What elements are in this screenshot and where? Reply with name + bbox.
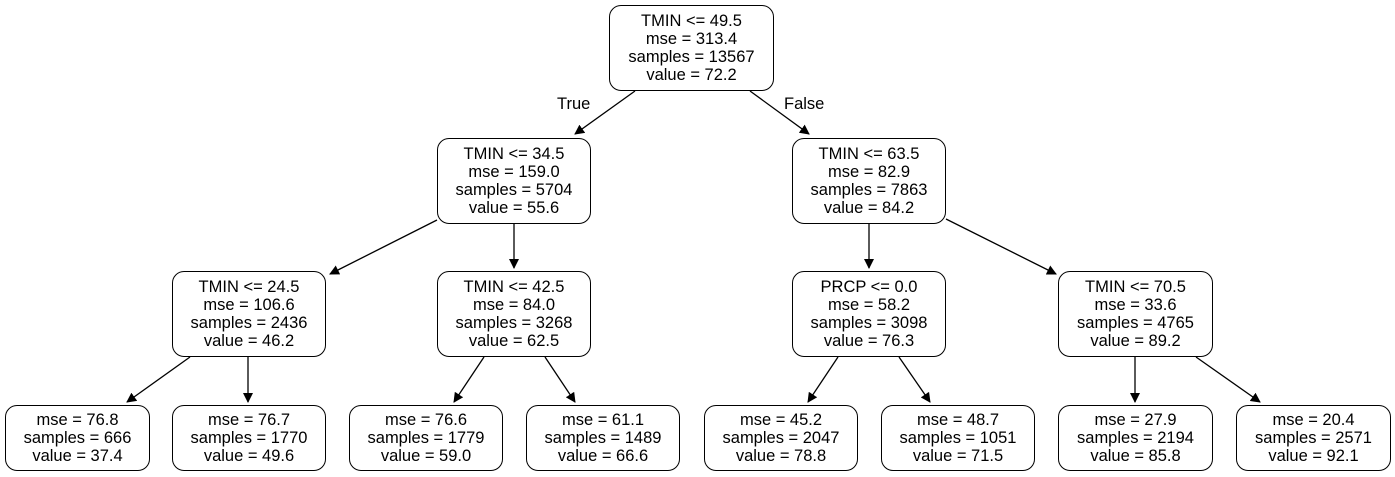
node-line: PRCP <= 0.0 xyxy=(820,278,918,296)
leaf-line: value = 59.0 xyxy=(380,447,472,465)
leaf-line: value = 49.6 xyxy=(203,447,295,465)
tree-leaf-1: mse = 76.8 samples = 666 value = 37.4 xyxy=(5,405,150,471)
node-line: samples = 5704 xyxy=(455,181,573,199)
node-line: TMIN <= 42.5 xyxy=(463,278,565,296)
tree-leaf-3: mse = 76.6 samples = 1779 value = 59.0 xyxy=(349,405,503,471)
node-line: TMIN <= 49.5 xyxy=(641,12,742,30)
leaf-line: samples = 1489 xyxy=(544,429,662,447)
tree-leaf-5: mse = 45.2 samples = 2047 value = 78.8 xyxy=(704,405,858,471)
tree-leaf-7: mse = 27.9 samples = 2194 value = 85.8 xyxy=(1058,405,1213,471)
node-line: value = 62.5 xyxy=(468,332,560,350)
node-line: TMIN <= 34.5 xyxy=(463,145,565,163)
leaf-line: mse = 76.6 xyxy=(384,411,468,429)
node-line: samples = 4765 xyxy=(1077,314,1194,332)
node-line: samples = 13567 xyxy=(628,48,755,66)
true-edge-label: True xyxy=(557,95,591,113)
leaf-line: samples = 2571 xyxy=(1255,429,1372,447)
leaf-line: samples = 666 xyxy=(23,429,132,447)
tree-node-left-left: TMIN <= 24.5 mse = 106.6 samples = 2436 … xyxy=(172,271,326,357)
node-line: mse = 33.6 xyxy=(1094,296,1177,314)
edge-n5-n11 xyxy=(807,356,839,403)
leaf-line: mse = 20.4 xyxy=(1272,411,1355,429)
node-line: value = 84.2 xyxy=(823,199,915,217)
leaf-line: mse = 45.2 xyxy=(739,411,823,429)
node-line: value = 89.2 xyxy=(1090,332,1181,350)
node-line: mse = 84.0 xyxy=(472,296,556,314)
leaf-line: mse = 48.7 xyxy=(916,411,1000,429)
leaf-line: samples = 1779 xyxy=(367,429,485,447)
leaf-line: value = 66.6 xyxy=(557,447,649,465)
leaf-line: mse = 27.9 xyxy=(1094,411,1177,429)
edge-n0-n1 xyxy=(574,90,636,135)
tree-leaf-8: mse = 20.4 samples = 2571 value = 92.1 xyxy=(1236,405,1391,471)
node-line: samples = 7863 xyxy=(810,181,928,199)
tree-node-right: TMIN <= 63.5 mse = 82.9 samples = 7863 v… xyxy=(792,138,946,224)
edge-n1-n3 xyxy=(329,219,438,275)
leaf-line: mse = 61.1 xyxy=(561,411,645,429)
node-line: samples = 3268 xyxy=(455,314,573,332)
leaf-line: mse = 76.8 xyxy=(36,411,119,429)
node-line: TMIN <= 70.5 xyxy=(1085,278,1186,296)
node-line: samples = 2436 xyxy=(190,314,308,332)
leaf-line: value = 78.8 xyxy=(735,447,827,465)
tree-node-left-right: TMIN <= 42.5 mse = 84.0 samples = 3268 v… xyxy=(437,271,591,357)
node-line: value = 46.2 xyxy=(203,332,295,350)
edge-n0-n2 xyxy=(749,90,810,135)
node-line: mse = 159.0 xyxy=(468,163,560,181)
leaf-line: value = 92.1 xyxy=(1268,447,1359,465)
leaf-line: samples = 2047 xyxy=(722,429,840,447)
leaf-line: value = 37.4 xyxy=(32,447,123,465)
edge-n4-n10 xyxy=(544,356,576,403)
leaf-line: samples = 2194 xyxy=(1077,429,1194,447)
node-line: value = 76.3 xyxy=(823,332,915,350)
node-line: TMIN <= 63.5 xyxy=(818,145,920,163)
edge-n2-n6 xyxy=(945,218,1057,275)
tree-node-root: TMIN <= 49.5 mse = 313.4 samples = 13567… xyxy=(609,5,774,91)
node-line: value = 72.2 xyxy=(646,66,737,84)
leaf-line: value = 71.5 xyxy=(912,447,1004,465)
tree-node-left: TMIN <= 34.5 mse = 159.0 samples = 5704 … xyxy=(437,138,591,224)
node-line: TMIN <= 24.5 xyxy=(198,278,300,296)
tree-node-right-left: PRCP <= 0.0 mse = 58.2 samples = 3098 va… xyxy=(792,271,946,357)
tree-leaf-6: mse = 48.7 samples = 1051 value = 71.5 xyxy=(881,405,1035,471)
node-line: value = 55.6 xyxy=(468,199,560,217)
leaf-line: value = 85.8 xyxy=(1090,447,1181,465)
edge-n4-n9 xyxy=(453,356,485,403)
tree-leaf-4: mse = 61.1 samples = 1489 value = 66.6 xyxy=(526,405,680,471)
node-line: mse = 82.9 xyxy=(827,163,911,181)
node-line: mse = 313.4 xyxy=(645,30,738,48)
leaf-line: samples = 1770 xyxy=(190,429,308,447)
edge-n3-n7 xyxy=(126,356,191,403)
node-line: mse = 58.2 xyxy=(827,296,911,314)
leaf-line: samples = 1051 xyxy=(899,429,1017,447)
leaf-line: mse = 76.7 xyxy=(207,411,291,429)
node-line: samples = 3098 xyxy=(810,314,928,332)
false-edge-label: False xyxy=(784,95,825,113)
edge-n6-n14 xyxy=(1195,356,1261,403)
edge-n5-n12 xyxy=(898,356,931,403)
node-line: mse = 106.6 xyxy=(203,296,295,314)
tree-node-right-right: TMIN <= 70.5 mse = 33.6 samples = 4765 v… xyxy=(1058,271,1213,357)
tree-leaf-2: mse = 76.7 samples = 1770 value = 49.6 xyxy=(172,405,326,471)
